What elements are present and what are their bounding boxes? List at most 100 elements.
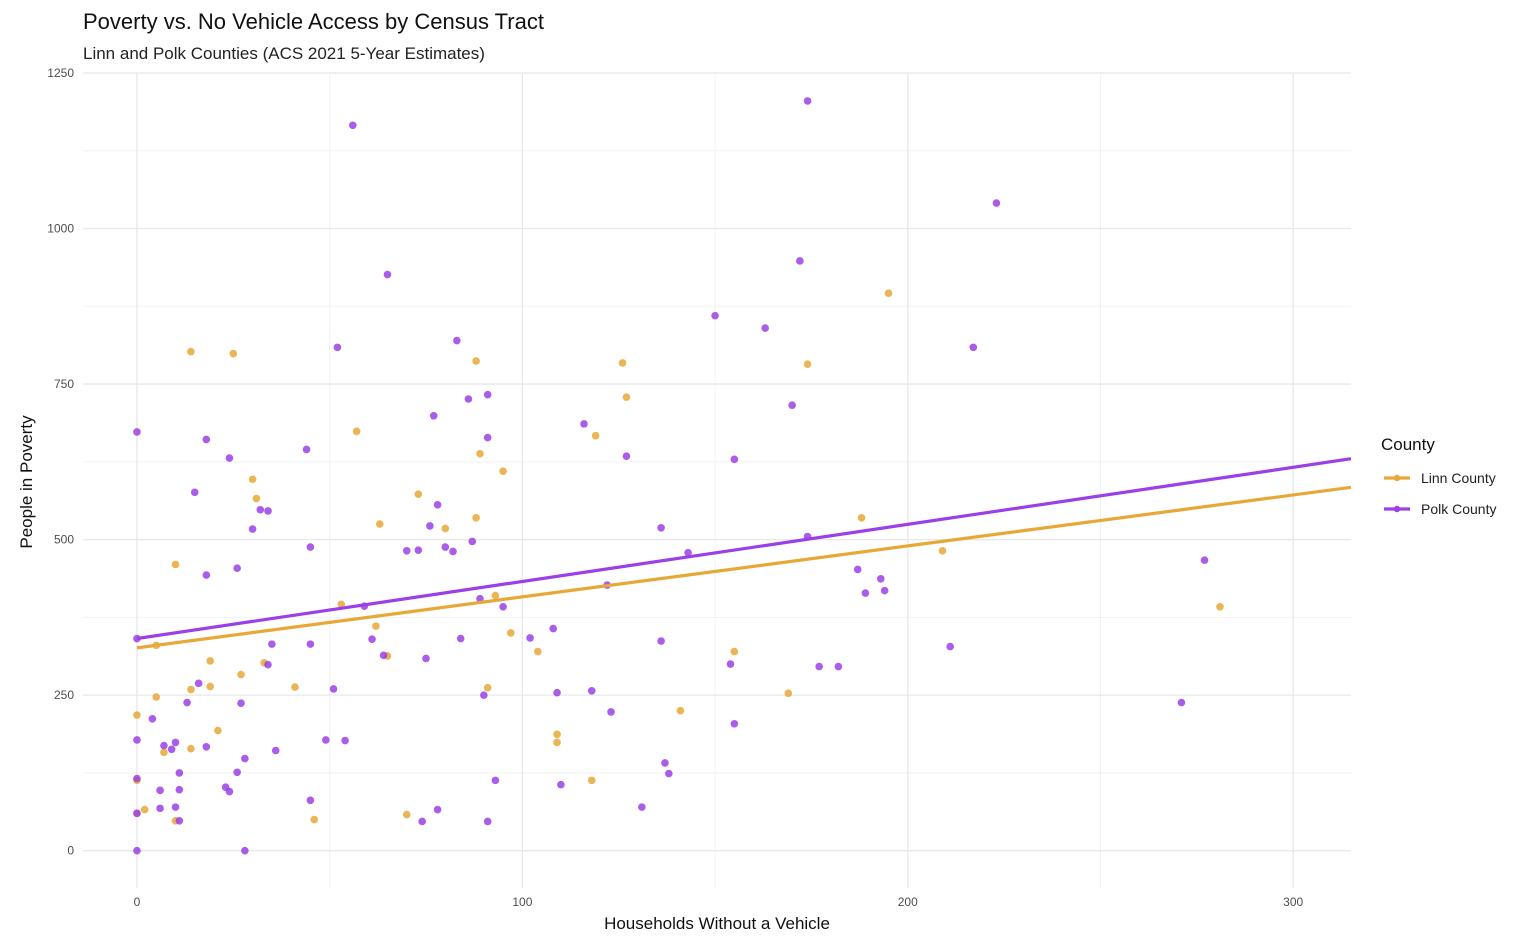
data-point [834, 662, 843, 671]
data-point [171, 803, 180, 811]
data-point [372, 622, 380, 630]
data-point [152, 693, 161, 701]
data-point [992, 199, 1001, 207]
data-point [761, 324, 769, 332]
data-point [661, 759, 669, 767]
data-point [414, 490, 423, 498]
data-point [946, 642, 954, 651]
data-point [684, 548, 692, 557]
data-point [449, 547, 457, 556]
data-point [248, 475, 257, 484]
data-point [853, 565, 862, 574]
data-point [187, 744, 195, 753]
data-point [803, 360, 812, 368]
legend-item: Linn County [1384, 470, 1496, 486]
data-point [148, 714, 157, 723]
data-point [241, 846, 249, 855]
data-point [468, 537, 477, 546]
data-point [622, 393, 631, 401]
data-point [549, 624, 558, 633]
data-point [160, 741, 168, 750]
data-point [657, 523, 665, 532]
data-point [476, 594, 484, 603]
data-point [499, 467, 507, 475]
data-point [306, 640, 315, 648]
data-point [187, 347, 195, 356]
legend-title: County [1381, 435, 1435, 454]
data-point [237, 670, 245, 679]
data-point [206, 657, 214, 665]
data-point [333, 343, 342, 352]
data-point [237, 699, 245, 708]
data-point [133, 736, 141, 744]
series-polk-county [133, 97, 1209, 855]
trend-line [136, 457, 1352, 641]
data-point [306, 796, 315, 805]
data-point [665, 769, 673, 778]
data-point [206, 682, 214, 691]
data-point [730, 647, 739, 656]
data-point [175, 785, 184, 794]
data-point [225, 787, 234, 796]
data-point [133, 809, 141, 818]
data-point [402, 810, 411, 819]
y-tick-label: 1000 [47, 222, 74, 236]
data-point [229, 349, 238, 358]
x-axis-label: Households Without a Vehicle [604, 914, 830, 933]
x-tick-label: 200 [898, 895, 918, 909]
data-point [426, 522, 434, 530]
legend-key-point [1393, 474, 1401, 482]
data-point [480, 691, 488, 699]
data-point [726, 660, 735, 668]
data-point [414, 546, 423, 554]
data-point [402, 547, 411, 555]
data-point [175, 769, 184, 777]
data-point [857, 514, 866, 522]
data-point [352, 427, 361, 436]
data-point [730, 719, 739, 728]
data-point [607, 708, 615, 716]
data-point [322, 736, 330, 744]
data-point [507, 629, 515, 637]
data-point [167, 745, 176, 754]
x-tick-label: 100 [512, 895, 532, 909]
data-point [587, 686, 596, 695]
data-point [310, 815, 319, 824]
data-point [264, 660, 272, 669]
data-point [225, 454, 234, 462]
data-point [657, 637, 665, 645]
data-point [175, 817, 184, 825]
data-point [302, 445, 311, 454]
legend-label: Linn County [1421, 470, 1496, 486]
legend: County Linn County Polk County [1381, 435, 1496, 517]
data-point [553, 738, 561, 747]
data-point [472, 357, 480, 365]
data-point [456, 634, 465, 643]
data-point [587, 776, 596, 785]
data-point [876, 574, 885, 583]
trend-line [136, 485, 1352, 650]
trend-lines [136, 457, 1352, 650]
data-point [233, 768, 241, 777]
data-point [491, 776, 500, 785]
data-point [711, 311, 719, 320]
data-point [622, 452, 631, 461]
y-tick-label: 0 [67, 844, 74, 858]
data-point [938, 547, 947, 555]
data-point [453, 336, 461, 345]
data-point [815, 662, 823, 671]
data-point [202, 571, 211, 579]
data-point [441, 543, 450, 551]
data-point [580, 420, 588, 428]
data-point [241, 754, 249, 763]
data-point [553, 730, 561, 739]
data-point [861, 589, 870, 597]
data-point [796, 257, 804, 265]
data-point [553, 688, 561, 697]
data-point [499, 602, 507, 611]
chart-subtitle: Linn and Polk Counties (ACS 2021 5-Year … [83, 44, 485, 63]
data-point [483, 433, 492, 442]
y-axis-label: People in Poverty [17, 415, 36, 549]
data-point [202, 742, 211, 751]
